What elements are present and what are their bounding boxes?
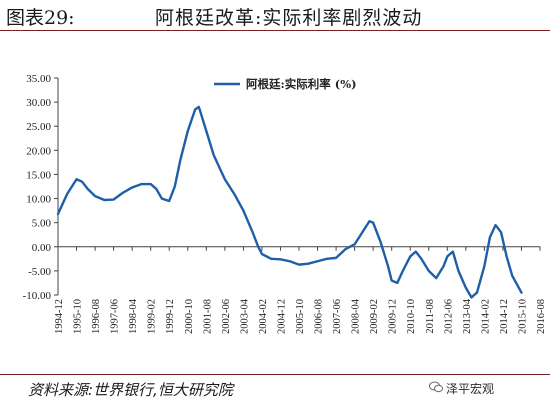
legend-label: 阿根廷:实际利率 (%) — [246, 77, 357, 91]
y-tick-label: -10.00 — [23, 290, 52, 302]
x-tick-label: 2015-10 — [517, 299, 528, 334]
x-tick-label: 2010-10 — [406, 299, 417, 334]
chart-axes: 35.00 30.00 25.00 20.00 15.00 10.00 5.00 0.00 -5… — [23, 73, 547, 334]
x-tick-label: 2016-08 — [536, 299, 547, 334]
x-tick-label: 2006-08 — [314, 299, 325, 334]
x-tick-label: 2007-06 — [332, 299, 343, 334]
x-tick-label: 1999-12 — [165, 299, 176, 334]
x-tick-label: 1997-06 — [110, 299, 121, 334]
source-note: 资料来源:世界银行,恒大研究院 — [28, 381, 233, 399]
figure-label: 图表29: — [6, 7, 75, 29]
source-bar: 资料来源:世界银行,恒大研究院 泽平宏观 — [0, 374, 550, 406]
x-tick-label: 2014-12 — [499, 299, 510, 334]
x-tick-label: 2004-02 — [258, 299, 269, 334]
y-tick-label: -5.00 — [28, 266, 51, 278]
y-tick-label: 25.00 — [26, 121, 51, 133]
x-tick-label: 2004-12 — [276, 299, 287, 334]
x-tick-label: 1995-10 — [73, 299, 84, 334]
title-bar: 图表29: 阿根廷改革:实际利率剧烈波动 — [0, 0, 550, 31]
x-tick-label: 2009-12 — [388, 299, 399, 334]
x-tick-label: 2012-06 — [443, 299, 454, 334]
chart-plot-area — [56, 105, 523, 299]
x-tick-label: 2005-10 — [295, 299, 306, 334]
x-tick-label: 2001-08 — [202, 299, 213, 334]
x-tick-label: 2011-08 — [425, 299, 436, 334]
x-tick-label: 1999-02 — [147, 299, 158, 334]
y-tick-label: 20.00 — [26, 145, 51, 157]
x-tick-label: 1994-12 — [54, 299, 65, 334]
y-tick-label: 35.00 — [26, 73, 51, 85]
chart-title: 阿根廷改革:实际利率剧烈波动 — [155, 7, 423, 29]
x-tick-label: 2003-04 — [239, 298, 250, 334]
x-tick-label: 1998-04 — [128, 298, 139, 334]
x-tick-label: 1996-08 — [91, 299, 102, 334]
y-tick-label: 15.00 — [26, 169, 51, 181]
y-tick-label: 5.00 — [32, 218, 52, 230]
series-line — [56, 105, 523, 299]
y-tick-label: 0.00 — [32, 242, 52, 254]
x-tick-label: 2009-02 — [369, 299, 380, 334]
chart-legend: 阿根廷:实际利率 (%) — [214, 77, 357, 91]
watermark: 泽平宏观 — [446, 382, 495, 396]
x-tick-label: 2000-10 — [184, 299, 195, 334]
line-chart: 35.00 30.00 25.00 20.00 15.00 10.00 5.00 0.00 -5… — [23, 73, 547, 334]
x-tick-label: 2008-04 — [351, 298, 362, 334]
y-tick-label: 10.00 — [26, 194, 51, 206]
wechat-icon — [429, 381, 443, 393]
x-tick-label: 2002-06 — [221, 299, 232, 334]
x-tick-label: 2013-04 — [462, 298, 473, 334]
x-tick-label: 2014-02 — [480, 299, 491, 334]
y-tick-label: 30.00 — [26, 97, 51, 109]
